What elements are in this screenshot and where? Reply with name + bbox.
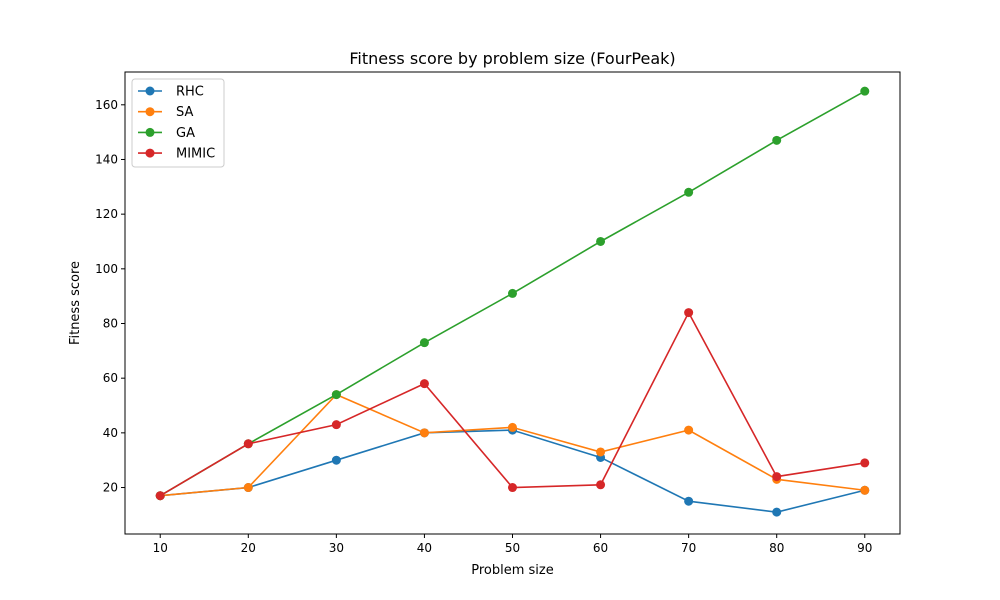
x-tick-label: 70 bbox=[681, 541, 696, 555]
x-axis-label: Problem size bbox=[471, 563, 554, 578]
x-tick-label: 10 bbox=[153, 541, 168, 555]
data-point-mimic bbox=[331, 420, 341, 430]
y-axis-label: Fitness score bbox=[68, 261, 83, 345]
x-tick-label: 50 bbox=[505, 541, 520, 555]
data-point-ga bbox=[772, 135, 782, 145]
x-tick-label: 20 bbox=[241, 541, 256, 555]
data-point-ga bbox=[508, 288, 517, 298]
y-tick-label: 140 bbox=[95, 152, 118, 166]
data-point-sa bbox=[419, 428, 429, 438]
data-point-mimic bbox=[772, 472, 782, 482]
legend-marker-sa bbox=[145, 107, 155, 117]
data-point-sa bbox=[596, 447, 606, 457]
x-tick-label: 60 bbox=[593, 541, 608, 555]
data-point-ga bbox=[419, 338, 429, 348]
legend: RHC SA GA MIMIC bbox=[131, 78, 225, 168]
data-point-mimic bbox=[860, 458, 870, 468]
data-point-ga bbox=[684, 187, 694, 197]
legend-box bbox=[131, 78, 225, 168]
data-point-sa bbox=[508, 422, 517, 432]
legend-label-rhc: RHC bbox=[176, 85, 204, 100]
data-point-sa bbox=[243, 483, 253, 493]
y-tick-label: 80 bbox=[103, 317, 118, 331]
data-point-ga bbox=[331, 390, 341, 400]
legend-label-ga: GA bbox=[176, 126, 195, 141]
y-tick-label: 100 bbox=[95, 262, 118, 276]
data-point-ga bbox=[596, 236, 606, 246]
y-tick-label: 120 bbox=[95, 207, 118, 221]
legend-label-mimic: MIMIC bbox=[176, 147, 215, 162]
y-tick-label: 20 bbox=[103, 481, 118, 495]
data-point-rhc bbox=[331, 455, 341, 465]
y-tick-label: 40 bbox=[103, 426, 118, 440]
y-axis-ticks: 20 40 60 80 100 120 140 160 bbox=[95, 98, 125, 495]
data-point-sa bbox=[684, 425, 694, 435]
x-tick-label: 30 bbox=[329, 541, 344, 555]
data-point-mimic bbox=[243, 439, 253, 449]
data-point-mimic bbox=[419, 379, 429, 389]
data-point-mimic bbox=[508, 483, 517, 493]
data-point-rhc bbox=[772, 507, 782, 517]
series-layer bbox=[155, 86, 870, 517]
y-tick-label: 160 bbox=[95, 98, 118, 112]
legend-marker-mimic bbox=[145, 148, 155, 158]
x-tick-label: 80 bbox=[769, 541, 784, 555]
data-point-sa bbox=[860, 485, 870, 495]
data-point-mimic bbox=[684, 308, 694, 318]
data-point-ga bbox=[860, 86, 870, 96]
data-point-mimic bbox=[155, 491, 165, 501]
data-point-mimic bbox=[596, 480, 606, 490]
legend-marker-rhc bbox=[145, 86, 155, 96]
x-axis-ticks: 10 20 30 40 50 60 70 80 90 bbox=[153, 534, 872, 555]
legend-marker-ga bbox=[145, 127, 155, 137]
legend-label-sa: SA bbox=[176, 105, 193, 120]
data-point-rhc bbox=[684, 496, 694, 506]
plot-frame bbox=[124, 71, 901, 535]
chart-title: Fitness score by problem size (FourPeak) bbox=[349, 49, 675, 68]
y-tick-label: 60 bbox=[103, 371, 118, 385]
x-tick-label: 90 bbox=[857, 541, 872, 555]
x-tick-label: 40 bbox=[417, 541, 432, 555]
